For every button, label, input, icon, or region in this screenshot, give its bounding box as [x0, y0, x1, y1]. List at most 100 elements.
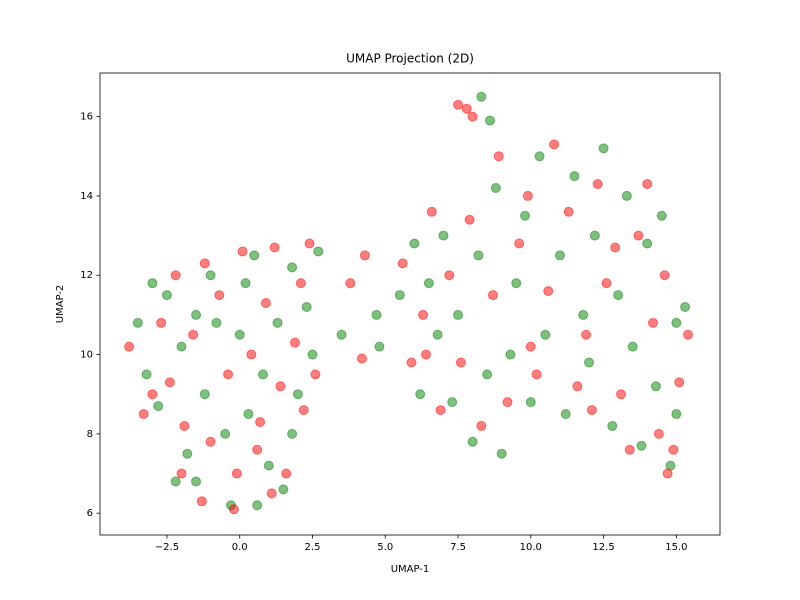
point	[554, 250, 565, 261]
point	[610, 242, 621, 253]
point	[601, 278, 612, 289]
point	[406, 357, 417, 368]
point	[301, 301, 312, 312]
point	[255, 416, 266, 427]
point	[421, 349, 432, 360]
point	[292, 389, 303, 400]
point	[519, 210, 530, 221]
point	[453, 99, 464, 110]
point	[205, 270, 216, 281]
point	[586, 405, 597, 416]
point	[246, 349, 257, 360]
point	[287, 262, 298, 273]
point	[598, 143, 609, 154]
point	[147, 389, 158, 400]
point	[671, 409, 682, 420]
point	[211, 317, 222, 328]
x-tick-label: 2.5	[305, 542, 321, 553]
point	[252, 500, 263, 511]
point	[569, 171, 580, 182]
point	[199, 389, 210, 400]
point	[196, 496, 207, 507]
point	[138, 409, 149, 420]
point	[438, 230, 449, 241]
point	[214, 290, 225, 301]
point	[336, 329, 347, 340]
point	[263, 460, 274, 471]
point	[680, 301, 691, 312]
point	[188, 329, 199, 340]
x-tick-label: 12.5	[592, 542, 614, 553]
point	[170, 270, 181, 281]
point	[394, 290, 405, 301]
point	[272, 317, 283, 328]
point	[589, 230, 600, 241]
point	[682, 329, 693, 340]
point	[487, 290, 498, 301]
point	[592, 179, 603, 190]
point	[476, 420, 487, 431]
point	[490, 183, 501, 194]
point	[423, 278, 434, 289]
point	[642, 238, 653, 249]
point	[147, 278, 158, 289]
point	[485, 115, 496, 126]
x-axis-label: UMAP-1	[391, 564, 430, 575]
point	[648, 317, 659, 328]
point	[237, 246, 248, 257]
point	[464, 214, 475, 225]
point	[505, 349, 516, 360]
point	[415, 389, 426, 400]
point	[141, 369, 152, 380]
point	[243, 409, 254, 420]
point	[502, 397, 513, 408]
point	[642, 179, 653, 190]
point	[275, 381, 286, 392]
point	[607, 420, 618, 431]
point	[156, 317, 167, 328]
point	[426, 206, 437, 217]
plot-frame	[99, 72, 721, 536]
y-tick-label: 16	[80, 112, 93, 123]
point	[371, 309, 382, 320]
point	[182, 448, 193, 459]
point	[453, 309, 464, 320]
point	[584, 357, 595, 368]
point	[531, 369, 542, 380]
point	[482, 369, 493, 380]
point	[191, 476, 202, 487]
point	[624, 444, 635, 455]
point	[455, 357, 466, 368]
point	[476, 91, 487, 102]
point	[269, 242, 280, 253]
point	[627, 341, 638, 352]
point	[613, 290, 624, 301]
y-axis-label: UMAP-2	[55, 285, 66, 324]
point	[473, 250, 484, 261]
point	[671, 317, 682, 328]
point	[240, 278, 251, 289]
point	[397, 258, 408, 269]
point	[266, 488, 277, 499]
point	[616, 389, 627, 400]
point	[124, 341, 135, 352]
point	[461, 103, 472, 114]
point	[511, 278, 522, 289]
point	[543, 286, 554, 297]
point	[674, 377, 685, 388]
point	[653, 428, 664, 439]
point	[258, 369, 269, 380]
x-tick-label: −2.5	[155, 542, 179, 553]
point	[496, 448, 507, 459]
point	[432, 329, 443, 340]
point	[228, 504, 239, 515]
point	[179, 420, 190, 431]
y-tick-label: 6	[87, 508, 93, 519]
x-tick-label: 7.5	[450, 542, 466, 553]
point	[621, 190, 632, 201]
point	[435, 405, 446, 416]
point	[278, 484, 289, 495]
point	[281, 468, 292, 479]
point	[636, 440, 647, 451]
point	[549, 139, 560, 150]
